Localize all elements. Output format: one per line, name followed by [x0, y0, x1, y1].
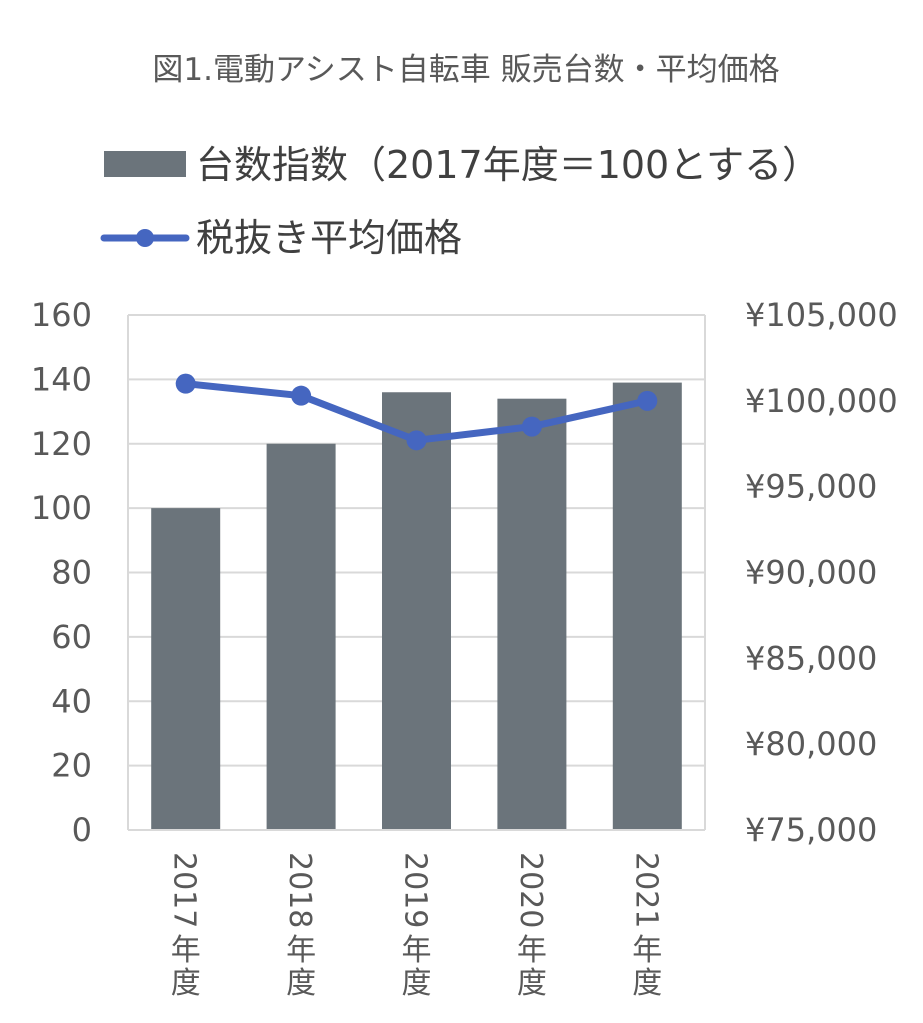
- y-right-tick-label: ¥90,000: [745, 554, 877, 592]
- x-category-label-do: 度: [171, 966, 201, 1001]
- price-point: [175, 373, 196, 394]
- y-left-tick-label: 100: [31, 489, 92, 527]
- chart-title: 図1.電動アシスト自転車 販売台数・平均価格: [152, 52, 779, 88]
- y-left-tick-label: 120: [31, 425, 92, 463]
- legend-bar-swatch: [104, 151, 186, 177]
- bar: [266, 443, 336, 830]
- y-left-tick-label: 140: [31, 360, 92, 398]
- y-right-tick-label: ¥75,000: [745, 811, 877, 849]
- x-category-label-nen: 年: [402, 933, 432, 968]
- bar: [497, 398, 567, 830]
- x-category-label-nen: 年: [171, 933, 201, 968]
- y-left-tick-label: 60: [51, 618, 92, 656]
- y-right-tick-label: ¥80,000: [745, 725, 877, 763]
- y-left-tick-label: 20: [51, 747, 92, 785]
- x-category-label-nen: 年: [632, 933, 662, 968]
- y-right-tick-label: ¥100,000: [745, 382, 898, 420]
- bar: [612, 382, 682, 830]
- x-category-label-year: 2017: [167, 852, 202, 928]
- y-left-tick-label: 160: [31, 296, 92, 334]
- legend: 台数指数（2017年度＝100とする） 税抜き平均価格: [100, 143, 820, 260]
- legend-bar-label: 台数指数（2017年度＝100とする）: [196, 143, 820, 187]
- x-category-label-year: 2019: [398, 852, 433, 928]
- y-right-tick-label: ¥105,000: [745, 296, 898, 334]
- x-category-label-do: 度: [517, 966, 547, 1001]
- bar: [382, 392, 451, 830]
- x-category-label-nen: 年: [286, 933, 316, 968]
- price-point: [521, 416, 542, 437]
- y-right-tick-label: ¥95,000: [745, 468, 877, 506]
- y-left-tick-label: 40: [51, 682, 92, 720]
- x-category-label-year: 2020: [513, 852, 548, 928]
- x-category-label-year: 2018: [282, 852, 317, 928]
- x-category-label-do: 度: [402, 966, 432, 1001]
- y-left-tick-label: 80: [51, 554, 92, 592]
- plot-area: 0 20 40 60 80 100 120 140 160 ¥75,000 ¥80,000 ¥85,0…: [31, 296, 898, 1001]
- price-point: [291, 385, 312, 406]
- x-category-label-do: 度: [286, 966, 316, 1001]
- x-category-label-do: 度: [632, 966, 662, 1001]
- legend-line-marker: [136, 229, 154, 247]
- legend-line-label: 税抜き平均価格: [196, 216, 462, 260]
- price-point: [637, 390, 658, 411]
- x-category-label-year: 2021: [628, 852, 663, 928]
- y-right-tick-label: ¥85,000: [745, 639, 877, 677]
- x-category-label-nen: 年: [517, 933, 547, 968]
- y-left-tick-label: 0: [72, 811, 92, 849]
- price-point: [406, 430, 427, 451]
- bar: [151, 508, 221, 830]
